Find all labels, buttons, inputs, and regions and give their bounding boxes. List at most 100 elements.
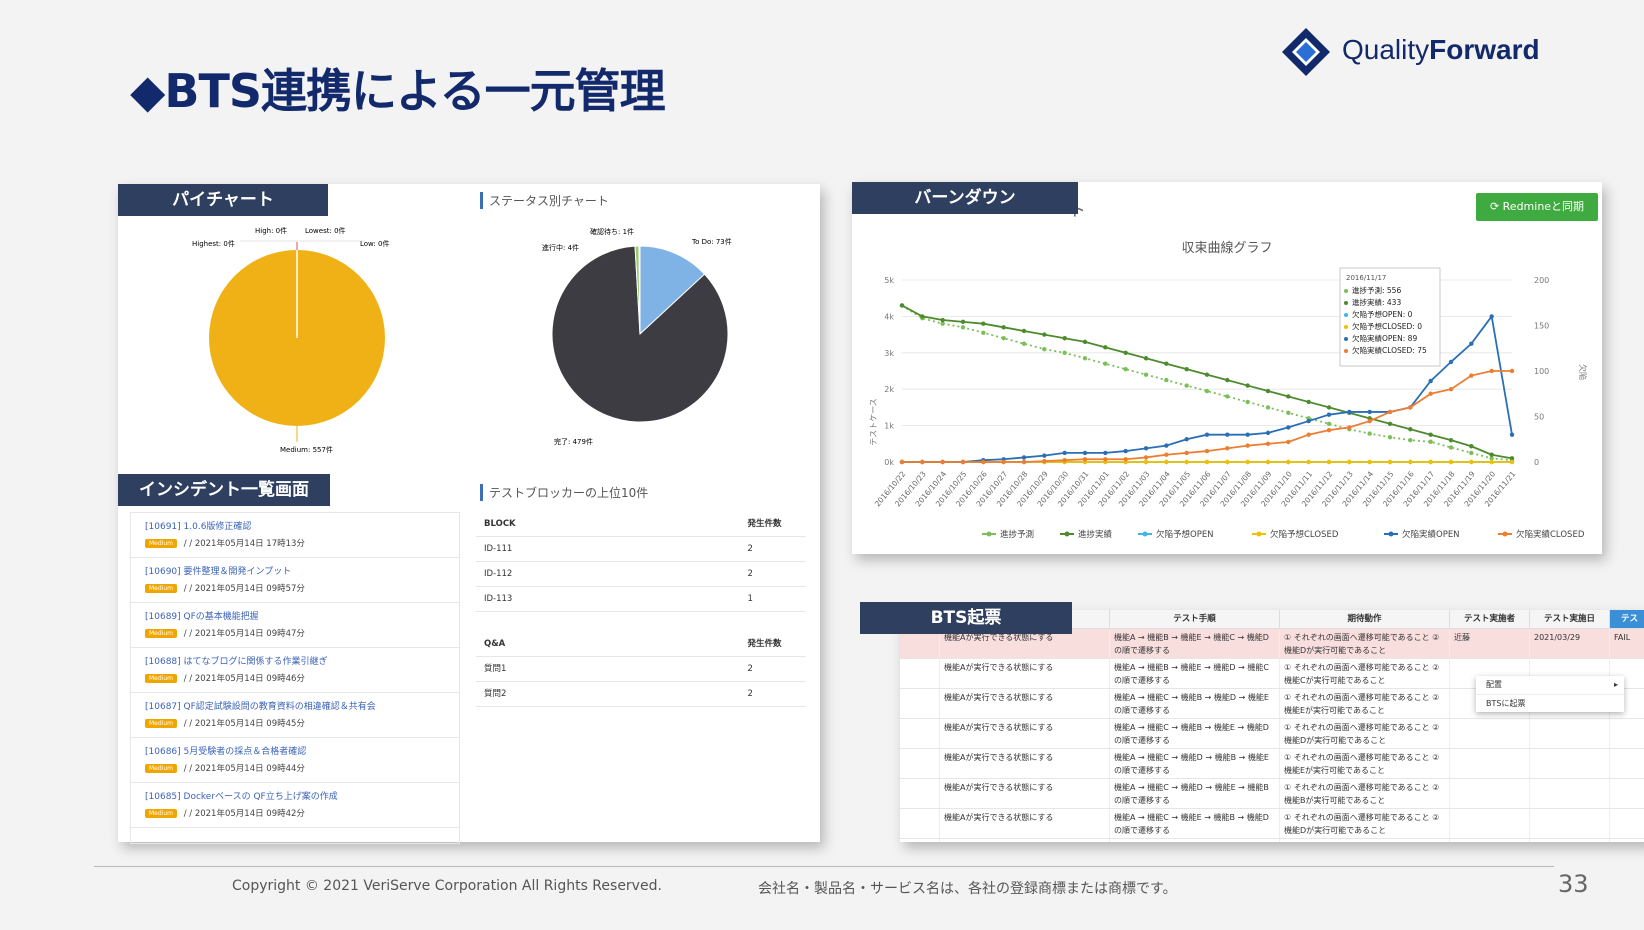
incident-title[interactable]: [10688] はてなブログに関係する作業引継ぎ — [145, 657, 328, 667]
grid-cell[interactable]: 機能A → 機能C → 機能B → 機能E → 機能D の順で遷移する — [1110, 719, 1280, 748]
data-point — [1001, 325, 1006, 330]
grid-cell[interactable]: 機能A → 機能B → 機能E → 機能D → 機能C の順で遷移する — [1110, 659, 1280, 688]
y-tick-label: 1k — [884, 422, 894, 431]
grid-cell[interactable] — [1530, 719, 1610, 748]
grid-cell[interactable]: ① それぞれの画面へ遷移可能であること ② 機能Bが実行可能であること — [1280, 779, 1450, 808]
context-menu-item-bts[interactable]: BTSに起票 — [1476, 694, 1624, 713]
table-row: ID-113 1 — [476, 587, 806, 612]
grid-cell[interactable]: ① それぞれの画面へ遷移可能であること — [1280, 839, 1450, 842]
grid-cell[interactable]: ① それぞれの画面へ遷移可能であること ② 機能Dが実行可能であること — [1280, 629, 1450, 658]
incident-title[interactable]: [10691] 1.0.6版修正確認 — [145, 522, 252, 532]
incident-item[interactable]: [10688] はてなブログに関係する作業引継ぎ Medium / / 2021年… — [131, 648, 459, 693]
grid-row[interactable]: 機能Aが実行できる状態にする 機能A → 機能C → 機能E → 機能B → 機能… — [900, 809, 1644, 839]
grid-cell[interactable] — [1530, 749, 1610, 778]
grid-cell[interactable] — [1450, 779, 1530, 808]
grid-cell[interactable] — [1450, 809, 1530, 838]
incident-item[interactable]: [10689] QFの基本機能把握 Medium / / 2021年05月14日 … — [131, 603, 459, 648]
incident-item[interactable]: [10690] 要件整理＆開発インプット Medium / / 2021年05月1… — [131, 558, 459, 603]
data-point — [1286, 394, 1291, 399]
incident-item[interactable]: [10687] QF認定試験設問の教育資料の相違確認＆共有会 Medium / /… — [131, 693, 459, 738]
incident-title[interactable]: [10685] Dockerベースの QF立ち上げ案の作成 — [145, 792, 338, 802]
tooltip-line: 進捗予測: 556 — [1352, 285, 1401, 295]
data-point — [1387, 435, 1393, 440]
grid-cell[interactable] — [1610, 719, 1644, 748]
grid-cell[interactable]: 2021/03/29 — [1530, 629, 1610, 658]
table-row: ID-112 2 — [476, 562, 806, 587]
grid-cell[interactable]: ① それぞれの画面へ遷移可能であること ② 機能Eが実行可能であること — [1280, 749, 1450, 778]
grid-cell[interactable] — [1530, 779, 1610, 808]
data-point — [1001, 459, 1006, 465]
grid-cell[interactable]: 機能Aが実行できる状態にする — [940, 689, 1110, 718]
grid-cell[interactable] — [1530, 659, 1610, 688]
grid-row[interactable]: 機能Aが実行できる状態にする 機能A → 機能B → 機能E → 機能D → 機能… — [900, 659, 1644, 689]
grid-cell[interactable]: FAIL — [1610, 629, 1644, 658]
trademark-note: 会社名・製品名・サービス名は、各社の登録商標または商標です。 — [758, 881, 1177, 897]
tooltip-line: 欠陥実績CLOSED: 75 — [1352, 345, 1427, 355]
incident-item[interactable]: [10686] 5月受験者の採点＆合格者確認 Medium / / 2021年05… — [131, 738, 459, 783]
grid-cell[interactable]: 機能A → 機能C → 機能B → 機能D → 機能E の順で遷移する — [1110, 689, 1280, 718]
data-point — [1062, 350, 1067, 355]
grid-cell[interactable]: 機能Aが実行できる状態にする — [940, 629, 1110, 658]
grid-cell[interactable]: 機能A → 機能B → 機能E → 機能C → 機能D の順で遷移する — [1110, 629, 1280, 658]
data-point — [940, 317, 945, 323]
grid-cell[interactable]: ① それぞれの画面へ遷移可能であること ② 機能Dが実行可能であること — [1280, 719, 1450, 748]
grid-row[interactable]: 機能Aが実行できる状態にする 機能A → 機能B → 機能E → 機能C → 機能… — [900, 629, 1644, 659]
grid-row[interactable]: 機能Aが実行できる状態にする 機能A → 機能C → 機能D → 機能B → 機能… — [900, 749, 1644, 779]
data-point — [1469, 373, 1474, 378]
incident-item[interactable]: [10691] 1.0.6版修正確認 Medium / / 2021年05月14日… — [131, 513, 459, 558]
grid-cell[interactable]: 機能Aが実行できる状態にする — [940, 779, 1110, 808]
data-point — [899, 459, 905, 465]
priority-badge: Medium — [145, 629, 177, 638]
context-menu-item-layout[interactable]: 配置 ▸ — [1476, 676, 1624, 694]
bts-label: BTS起票 — [860, 602, 1072, 634]
incident-item[interactable]: [10685] Dockerベースの QF立ち上げ案の作成 Medium / / … — [131, 783, 459, 828]
grid-cell[interactable]: ① それぞれの画面へ遷移可能であること ② 機能Cが実行可能であること — [1280, 659, 1450, 688]
grid-cell[interactable] — [1610, 839, 1644, 842]
grid-row[interactable]: 機能Aが実行できる状態にする 機能A → 機能C → 機能D → 機能E → 機能… — [900, 779, 1644, 809]
data-point — [981, 459, 986, 465]
legend-item: 進捗実績 — [1078, 529, 1113, 540]
pie-chart-label: パイチャート — [118, 184, 328, 216]
grid-cell[interactable]: 機能A → 機能C → 機能E → 機能D → 機能B — [1110, 839, 1280, 842]
grid-cell[interactable]: 機能Aが実行できる状態にする — [940, 839, 1110, 842]
incident-date: / / 2021年05月14日 09時57分 — [181, 584, 305, 594]
grid-cell[interactable] — [1610, 779, 1644, 808]
data-point — [1367, 409, 1372, 415]
grid-cell[interactable]: 近藤 — [1450, 629, 1530, 658]
grid-cell[interactable] — [1450, 749, 1530, 778]
data-point — [1225, 394, 1230, 399]
grid-cell[interactable] — [1530, 839, 1610, 842]
footer-divider — [94, 866, 1554, 867]
grid-cell[interactable] — [1610, 809, 1644, 838]
grid-cell[interactable]: 機能Aが実行できる状態にする — [940, 719, 1110, 748]
incident-title[interactable]: [10690] 要件整理＆開発インプット — [145, 567, 292, 577]
redmine-sync-button[interactable]: ⟳ Redmineと同期 — [1476, 193, 1598, 221]
series-line-5 — [902, 370, 1512, 463]
grid-cell[interactable]: 機能A → 機能C → 機能E → 機能B → 機能D の順で遷移する — [1110, 809, 1280, 838]
grid-cell[interactable]: 機能Aが実行できる状態にする — [940, 749, 1110, 778]
grid-cell[interactable] — [1530, 809, 1610, 838]
grid-cell[interactable]: 機能A → 機能C → 機能D → 機能E → 機能B の順で遷移する — [1110, 779, 1280, 808]
incident-title[interactable]: [10689] QFの基本機能把握 — [145, 612, 259, 622]
data-point — [1143, 455, 1149, 460]
grid-cell[interactable] — [1450, 719, 1530, 748]
grid-cell[interactable]: 機能Aが実行できる状態にする — [940, 659, 1110, 688]
incident-title[interactable]: [10687] QF認定試験設問の教育資料の相違確認＆共有会 — [145, 702, 376, 712]
grid-cell[interactable] — [1610, 749, 1644, 778]
pie-slice-done — [551, 245, 729, 423]
status-label-confirm: 確認待ち: 1件 — [590, 227, 634, 236]
data-point — [940, 459, 945, 465]
grid-cell[interactable]: 機能A → 機能C → 機能D → 機能B → 機能E の順で遷移する — [1110, 749, 1280, 778]
incident-title[interactable]: [10686] 5月受験者の採点＆合格者確認 — [145, 747, 307, 757]
page-number: 33 — [1558, 870, 1589, 898]
grid-cell[interactable]: ① それぞれの画面へ遷移可能であること ② 機能Dが実行可能であること — [1280, 809, 1450, 838]
grid-cell[interactable]: 機能Aが実行できる状態にする — [940, 809, 1110, 838]
grid-cell[interactable] — [1450, 659, 1530, 688]
data-point — [1042, 453, 1047, 458]
grid-cell[interactable] — [1450, 839, 1530, 842]
quality-forward-logo: QualityForward — [1280, 24, 1560, 80]
grid-cell[interactable]: ① それぞれの画面へ遷移可能であること ② 機能Eが実行可能であること — [1280, 689, 1450, 718]
data-point — [1123, 350, 1128, 355]
grid-row[interactable]: 機能Aが実行できる状態にする 機能A → 機能C → 機能B → 機能E → 機能… — [900, 719, 1644, 749]
